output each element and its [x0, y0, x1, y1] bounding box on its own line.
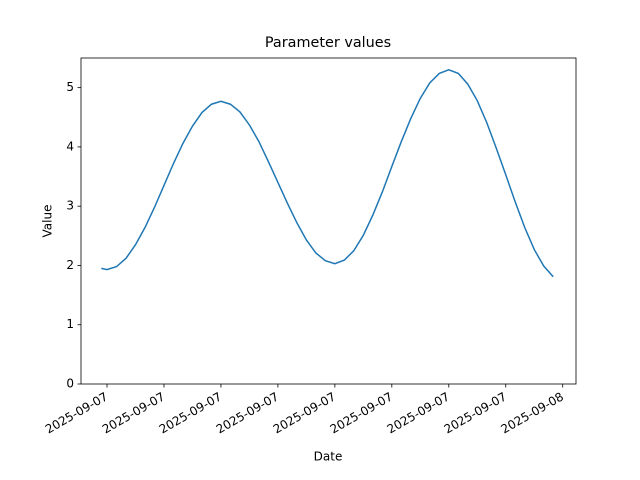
y-axis-label: Value	[41, 205, 55, 238]
x-tick-label: 2025-09-07	[271, 390, 338, 437]
x-tick-label: 2025-09-07	[43, 390, 110, 437]
x-tick-label: 2025-09-07	[100, 390, 167, 437]
line-series	[101, 69, 554, 278]
chart-title: Parameter values	[265, 35, 391, 51]
y-tick-label: 1	[66, 317, 74, 331]
x-tick-label: 2025-09-07	[157, 390, 224, 437]
x-tick-label: 2025-09-08	[499, 390, 566, 437]
x-tick-label: 2025-09-07	[328, 390, 395, 437]
x-axis-label: Date	[314, 450, 343, 464]
x-tick-label: 2025-09-07	[385, 390, 452, 437]
y-tick-label: 5	[66, 80, 74, 94]
y-tick-label: 2	[66, 258, 74, 272]
y-tick-label: 4	[66, 139, 74, 153]
axes-frame	[80, 57, 577, 385]
y-tick-label: 3	[66, 199, 74, 213]
x-tick-label: 2025-09-07	[442, 390, 509, 437]
x-tick-label: 2025-09-07	[214, 390, 281, 437]
y-tick-label: 0	[66, 377, 74, 391]
